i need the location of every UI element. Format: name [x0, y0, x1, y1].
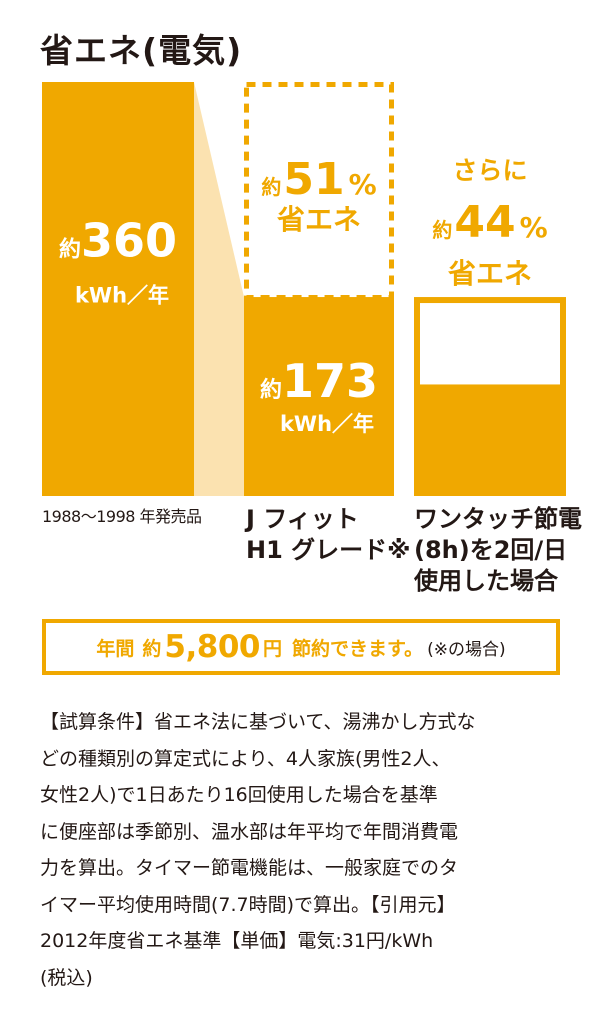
- savings-note: (※の場合): [427, 639, 506, 660]
- savings-prefix: 約: [142, 637, 162, 660]
- annotation-one-touch-percent: 約44%: [432, 197, 547, 248]
- value-unit-1988-1998: kWh／年: [75, 284, 169, 308]
- category-label-1988-1998: 1988〜1998 年発売品: [42, 507, 202, 526]
- note-line: イマー平均使用時間(7.7時間)で算出。【引用元】: [40, 893, 456, 916]
- note-line: 2012年度省エネ基準【単価】電気:31円/kWh: [40, 930, 434, 952]
- note-line: 女性2人)で1日あたり16回使用した場合を基準: [40, 784, 438, 806]
- bar-j-fit-reduction-outline: [244, 82, 394, 301]
- note-line: どの種類別の算定式により、4人家族(男性2人、: [40, 747, 451, 770]
- connector-wedge: [194, 82, 244, 496]
- savings-text: 節約できます。: [291, 637, 424, 660]
- savings-amount: 5,800: [164, 629, 260, 665]
- note-line: 【試算条件】省エネ法に基づいて、湯沸かし方式な: [40, 711, 476, 733]
- category-label-j-fit: J フィット H1 グレード※: [246, 505, 411, 564]
- bar-j-fit: [244, 297, 394, 496]
- note-line: に便座部は季節別、温水部は年平均で年間消費電: [40, 820, 459, 843]
- bar-one-touch-reduction-area: [420, 303, 560, 385]
- savings-unit: 円: [262, 637, 282, 660]
- note-line: (税込): [40, 966, 93, 989]
- value-label-j-fit: 約173: [260, 354, 378, 408]
- value-unit-j-fit: kWh／年: [280, 412, 374, 436]
- bar-1988-1998: [42, 82, 194, 496]
- value-label-1988-1998: 約360: [59, 214, 177, 268]
- page-title: 省エネ(電気): [40, 31, 243, 70]
- note-line: 力を算出。タイマー節電機能は、一般家庭でのタ: [40, 857, 459, 879]
- calculation-notes: 【試算条件】省エネ法に基づいて、湯沸かし方式な どの種類別の算定式により、4人家…: [40, 704, 570, 996]
- annotation-one-touch-label: 省エネ: [448, 257, 532, 290]
- annual-savings-box: 年間 約 5,800 円 節約できます。 (※の場合): [42, 619, 560, 675]
- savings-label: 年間: [96, 637, 135, 660]
- category-label-one-touch: ワンタッチ節電 (8h)を2回/日 使用した場合: [414, 505, 582, 595]
- annotation-j-fit-percent: 約51%: [261, 154, 376, 205]
- annotation-j-fit-label: 省エネ: [277, 203, 361, 236]
- annotation-one-touch-prefix: さらに: [452, 156, 527, 185]
